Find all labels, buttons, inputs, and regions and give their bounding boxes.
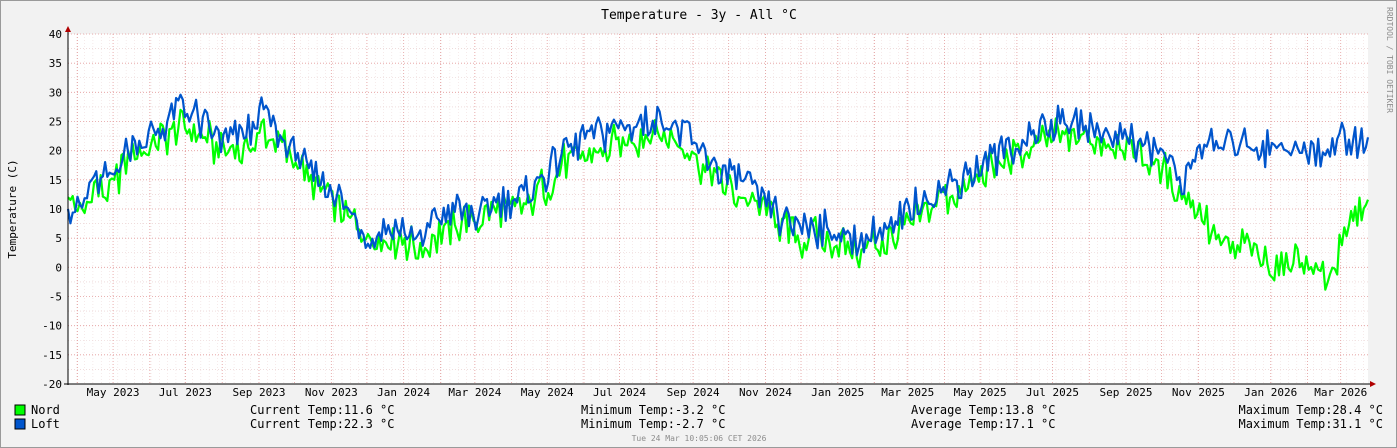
loft-current-temp: Current Temp:22.3 °C bbox=[250, 417, 395, 431]
y-tick-label: 0 bbox=[55, 261, 62, 274]
y-tick-label: 30 bbox=[49, 86, 62, 99]
y-tick-label: 35 bbox=[49, 57, 62, 70]
y-tick-label: 20 bbox=[49, 145, 62, 158]
y-tick-label: 15 bbox=[49, 174, 62, 187]
x-tick-label: Sep 2024 bbox=[667, 386, 720, 399]
x-tick-label: Jul 2023 bbox=[159, 386, 212, 399]
chart-title: Temperature - 3y - All °C bbox=[601, 8, 797, 23]
nord-minimum-temp: Minimum Temp:-3.2 °C bbox=[581, 403, 726, 417]
legend-swatch-nord bbox=[14, 404, 26, 416]
nord-current-temp: Current Temp:11.6 °C bbox=[250, 403, 395, 417]
x-tick-label: May 2025 bbox=[954, 386, 1007, 399]
loft-maximum-temp: Maximum Temp:31.1 °C bbox=[1239, 417, 1384, 431]
y-axis-arrow bbox=[65, 26, 71, 32]
x-tick-label: Sep 2023 bbox=[232, 386, 285, 399]
x-tick-label: Mar 2026 bbox=[1314, 386, 1367, 399]
x-tick-label: May 2024 bbox=[521, 386, 574, 399]
major-grid bbox=[68, 33, 1368, 385]
x-tick-label: May 2023 bbox=[87, 386, 140, 399]
nord-maximum-temp: Maximum Temp:28.4 °C bbox=[1239, 403, 1384, 417]
y-tick-labels: 40 35 30 25 20 15 10 5 0 -5 -10 -15 -20 bbox=[42, 28, 62, 391]
y-tick-label: -15 bbox=[42, 349, 62, 362]
generation-timestamp: Tue 24 Mar 10:05:06 CET 2026 bbox=[632, 434, 767, 443]
x-tick-label: Sep 2025 bbox=[1100, 386, 1153, 399]
loft-minimum-temp: Minimum Temp:-2.7 °C bbox=[581, 417, 726, 431]
x-tick-label: Jan 2026 bbox=[1244, 386, 1297, 399]
series-line-loft bbox=[66, 93, 1370, 257]
x-axis-arrow bbox=[1370, 381, 1376, 387]
legend-swatch-loft bbox=[14, 418, 26, 430]
y-tick-label: 10 bbox=[49, 203, 62, 216]
y-tick-label: 40 bbox=[49, 28, 62, 41]
y-axis-label: Temperature (C) bbox=[6, 159, 19, 258]
y-tick-label: -10 bbox=[42, 320, 62, 333]
x-tick-labels: May 2023 Jul 2023 Sep 2023 Nov 2023 Jan 2024… bbox=[87, 386, 1368, 399]
x-tick-label: Nov 2025 bbox=[1172, 386, 1225, 399]
x-tick-label: Jul 2024 bbox=[593, 386, 646, 399]
nord-average-temp: Average Temp:13.8 °C bbox=[911, 403, 1056, 417]
x-tick-label: Mar 2025 bbox=[881, 386, 934, 399]
y-tick-label: 5 bbox=[55, 232, 62, 245]
y-tick-label: -20 bbox=[42, 378, 62, 391]
x-tick-label: Jul 2025 bbox=[1026, 386, 1079, 399]
x-tick-label: Nov 2023 bbox=[305, 386, 358, 399]
legend-label-nord: Nord bbox=[31, 403, 60, 417]
x-tick-label: Jan 2024 bbox=[377, 386, 430, 399]
x-tick-label: Jan 2025 bbox=[811, 386, 864, 399]
legend-label-loft: Loft bbox=[31, 417, 60, 431]
y-tick-label: 25 bbox=[49, 116, 62, 129]
x-tick-label: Nov 2024 bbox=[739, 386, 792, 399]
series-layer bbox=[66, 93, 1370, 291]
y-tick-label: -5 bbox=[49, 291, 62, 304]
rrdtool-credit: RRDTOOL / TOBI OETIKER bbox=[1385, 7, 1394, 113]
loft-average-temp: Average Temp:17.1 °C bbox=[911, 417, 1056, 431]
x-tick-label: Mar 2024 bbox=[448, 386, 501, 399]
legend: Nord Current Temp:11.6 °C Minimum Temp:-… bbox=[14, 403, 1384, 431]
axes bbox=[64, 26, 1376, 387]
